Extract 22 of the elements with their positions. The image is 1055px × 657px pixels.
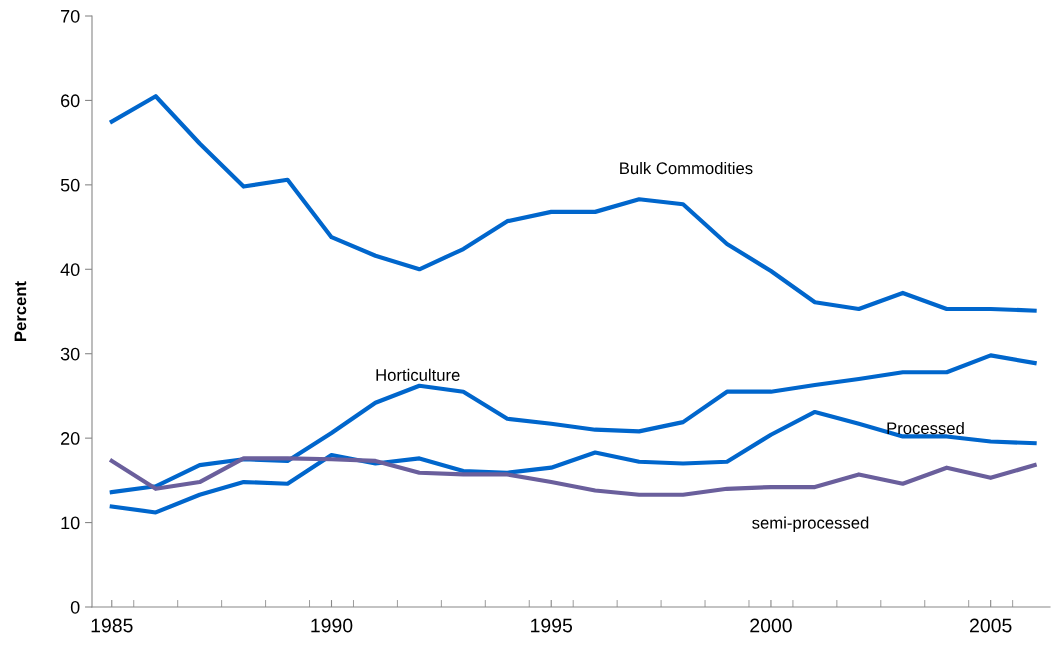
- line-series: [109, 409, 1037, 515]
- line-series: [109, 456, 1037, 497]
- y-tick-label: 30: [60, 347, 80, 361]
- line-series: [109, 94, 1037, 313]
- y-tick-label: 40: [60, 263, 80, 277]
- line-series: [109, 353, 1037, 495]
- y-tick-label: 60: [61, 94, 80, 108]
- x-tick-label: 2000: [750, 618, 792, 633]
- y-tick-label: 50: [60, 178, 80, 192]
- x-tick-label: 1995: [531, 618, 573, 633]
- series-label: Bulk Commodities: [620, 161, 753, 175]
- y-tick-label: 70: [61, 9, 80, 23]
- series-label: semi-processed: [752, 516, 869, 533]
- y-tick-label: 20: [61, 432, 80, 445]
- series-label: Horticulture: [376, 368, 460, 381]
- series-label: Processed: [887, 421, 964, 435]
- y-tick-label: 10: [61, 516, 80, 530]
- y-tick-label: 0: [70, 600, 80, 614]
- x-tick-label: 1990: [311, 618, 353, 633]
- y-axis-title: Percent: [14, 281, 27, 341]
- x-tick-label: 1985: [91, 618, 133, 633]
- x-tick-label: 2005: [970, 618, 1012, 633]
